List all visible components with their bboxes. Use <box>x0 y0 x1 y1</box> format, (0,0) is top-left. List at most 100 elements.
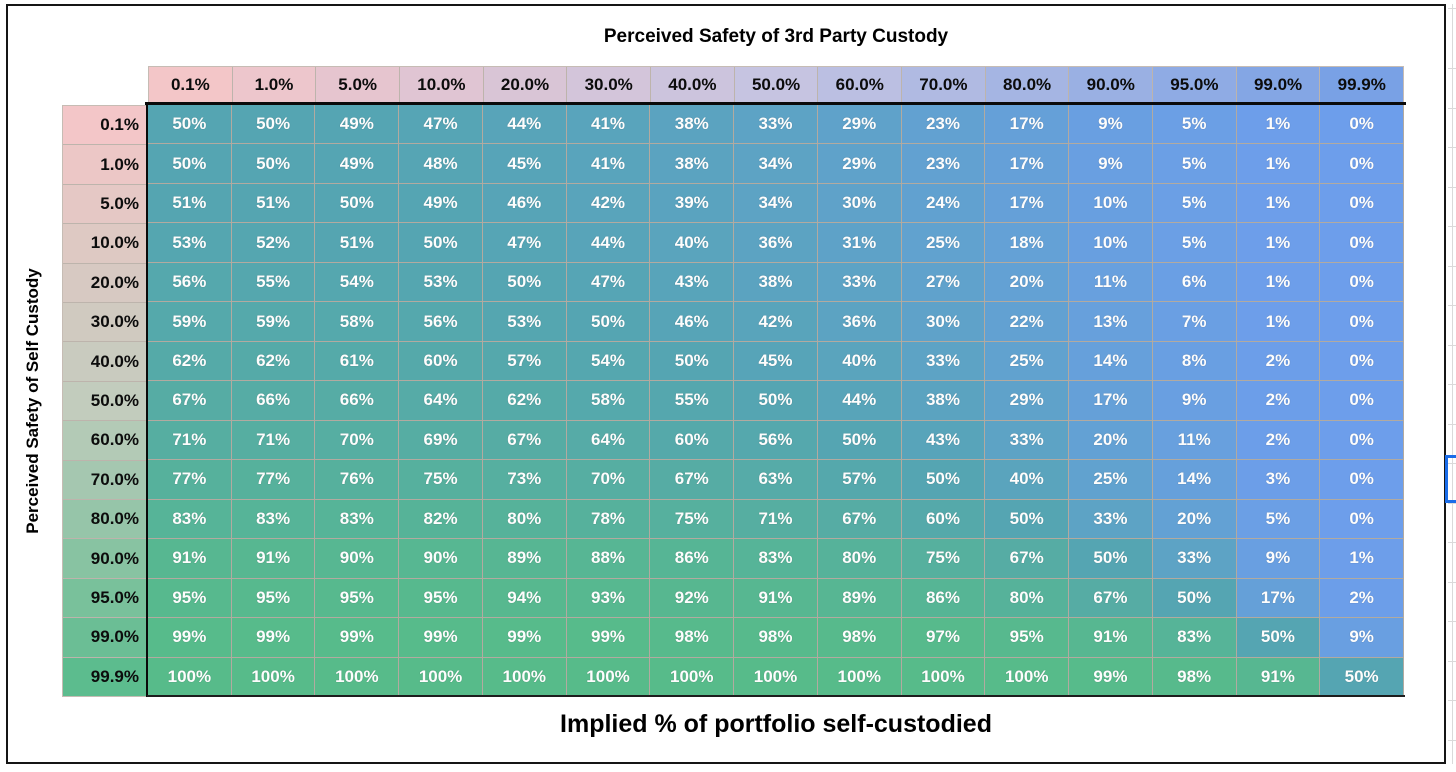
heatmap-cell[interactable]: 53% <box>399 262 483 303</box>
heatmap-cell[interactable]: 78% <box>566 499 651 540</box>
heatmap-cell[interactable]: 8% <box>1152 341 1237 382</box>
heatmap-cell[interactable]: 48% <box>399 144 483 184</box>
heatmap-cell[interactable]: 38% <box>650 105 735 145</box>
heatmap-cell[interactable]: 91% <box>1069 618 1153 658</box>
heatmap-cell[interactable]: 23% <box>901 144 986 184</box>
heatmap-cell[interactable]: 9% <box>1069 105 1153 145</box>
heatmap-cell[interactable]: 75% <box>399 460 483 500</box>
heatmap-cell[interactable]: 58% <box>315 302 400 342</box>
heatmap-cell[interactable]: 56% <box>148 262 232 303</box>
column-header-cell[interactable]: 30.0% <box>567 67 652 102</box>
heatmap-cell[interactable]: 67% <box>985 539 1070 579</box>
heatmap-cell[interactable]: 33% <box>985 420 1070 461</box>
heatmap-cell[interactable]: 82% <box>399 499 483 540</box>
heatmap-cell[interactable]: 67% <box>650 460 735 500</box>
heatmap-cell[interactable]: 91% <box>1236 657 1321 697</box>
heatmap-cell[interactable]: 50% <box>901 460 986 500</box>
heatmap-cell[interactable]: 83% <box>1152 618 1237 658</box>
heatmap-cell[interactable]: 77% <box>148 460 232 500</box>
heatmap-cell[interactable]: 50% <box>1236 618 1321 658</box>
column-header-cell[interactable]: 1.0% <box>232 67 317 102</box>
heatmap-cell[interactable]: 67% <box>482 420 567 461</box>
heatmap-cell[interactable]: 70% <box>315 420 400 461</box>
heatmap-cell[interactable]: 70% <box>566 460 651 500</box>
heatmap-cell[interactable]: 100% <box>148 657 232 697</box>
heatmap-cell[interactable]: 97% <box>901 618 986 658</box>
heatmap-cell[interactable]: 9% <box>1069 144 1153 184</box>
heatmap-cell[interactable]: 17% <box>985 183 1070 224</box>
heatmap-cell[interactable]: 62% <box>148 341 232 382</box>
heatmap-cell[interactable]: 89% <box>482 539 567 579</box>
column-header-cell[interactable]: 99.9% <box>1320 67 1404 102</box>
heatmap-cell[interactable]: 71% <box>231 420 316 461</box>
row-header-cell[interactable]: 99.9% <box>63 657 146 697</box>
heatmap-cell[interactable]: 0% <box>1320 381 1404 421</box>
heatmap-cell[interactable]: 33% <box>1069 499 1153 540</box>
heatmap-cell[interactable]: 10% <box>1069 183 1153 224</box>
heatmap-cell[interactable]: 56% <box>399 302 483 342</box>
heatmap-cell[interactable]: 95% <box>148 578 232 619</box>
heatmap-cell[interactable]: 22% <box>985 302 1070 342</box>
heatmap-cell[interactable]: 34% <box>734 183 818 224</box>
heatmap-cell[interactable]: 100% <box>315 657 400 697</box>
heatmap-cell[interactable]: 86% <box>901 578 986 619</box>
heatmap-cell[interactable]: 98% <box>817 618 902 658</box>
heatmap-cell[interactable]: 1% <box>1320 539 1404 579</box>
heatmap-cell[interactable]: 100% <box>901 657 986 697</box>
heatmap-cell[interactable]: 14% <box>1069 341 1153 382</box>
heatmap-cell[interactable]: 50% <box>1069 539 1153 579</box>
heatmap-cell[interactable]: 49% <box>399 183 483 224</box>
heatmap-cell[interactable]: 69% <box>399 420 483 461</box>
heatmap-cell[interactable]: 59% <box>148 302 232 342</box>
heatmap-cell[interactable]: 95% <box>231 578 316 619</box>
row-header-cell[interactable]: 90.0% <box>63 539 146 579</box>
heatmap-cell[interactable]: 43% <box>650 262 735 303</box>
heatmap-cell[interactable]: 0% <box>1320 183 1404 224</box>
heatmap-cell[interactable]: 75% <box>650 499 735 540</box>
heatmap-cell[interactable]: 61% <box>315 341 400 382</box>
heatmap-cell[interactable]: 36% <box>817 302 902 342</box>
heatmap-cell[interactable]: 63% <box>734 460 818 500</box>
heatmap-cell[interactable]: 20% <box>1152 499 1237 540</box>
row-header-cell[interactable]: 80.0% <box>63 500 146 540</box>
heatmap-cell[interactable]: 5% <box>1152 223 1237 263</box>
heatmap-cell[interactable]: 83% <box>231 499 316 540</box>
heatmap-cell[interactable]: 50% <box>985 499 1070 540</box>
heatmap-cell[interactable]: 47% <box>482 223 567 263</box>
heatmap-cell[interactable]: 52% <box>231 223 316 263</box>
heatmap-cell[interactable]: 58% <box>566 381 651 421</box>
column-header-cell[interactable]: 90.0% <box>1069 67 1154 102</box>
heatmap-cell[interactable]: 67% <box>817 499 902 540</box>
heatmap-cell[interactable]: 56% <box>734 420 818 461</box>
heatmap-cell[interactable]: 18% <box>985 223 1070 263</box>
heatmap-cell[interactable]: 36% <box>734 223 818 263</box>
heatmap-cell[interactable]: 86% <box>650 539 735 579</box>
heatmap-cell[interactable]: 64% <box>399 381 483 421</box>
heatmap-cell[interactable]: 38% <box>650 144 735 184</box>
heatmap-cell[interactable]: 73% <box>482 460 567 500</box>
heatmap-cell[interactable]: 83% <box>148 499 232 540</box>
heatmap-cell[interactable]: 55% <box>231 262 316 303</box>
heatmap-cell[interactable]: 5% <box>1152 144 1237 184</box>
heatmap-cell[interactable]: 1% <box>1236 105 1321 145</box>
heatmap-cell[interactable]: 42% <box>566 183 651 224</box>
heatmap-cell[interactable]: 30% <box>901 302 986 342</box>
heatmap-cell[interactable]: 46% <box>482 183 567 224</box>
heatmap-cell[interactable]: 0% <box>1320 144 1404 184</box>
heatmap-cell[interactable]: 89% <box>817 578 902 619</box>
heatmap-cell[interactable]: 53% <box>482 302 567 342</box>
heatmap-cell[interactable]: 54% <box>566 341 651 382</box>
heatmap-cell[interactable]: 92% <box>650 578 735 619</box>
heatmap-cell[interactable]: 100% <box>817 657 902 697</box>
row-header-cell[interactable]: 30.0% <box>63 303 146 343</box>
heatmap-cell[interactable]: 14% <box>1152 460 1237 500</box>
heatmap-cell[interactable]: 50% <box>231 105 316 145</box>
heatmap-cell[interactable]: 11% <box>1069 262 1153 303</box>
column-header-cell[interactable]: 0.1% <box>149 67 233 102</box>
heatmap-cell[interactable]: 50% <box>399 223 483 263</box>
column-header-cell[interactable]: 60.0% <box>818 67 903 102</box>
heatmap-cell[interactable]: 93% <box>566 578 651 619</box>
heatmap-cell[interactable]: 17% <box>1069 381 1153 421</box>
heatmap-cell[interactable]: 55% <box>650 381 735 421</box>
row-header-cell[interactable]: 40.0% <box>63 342 146 382</box>
